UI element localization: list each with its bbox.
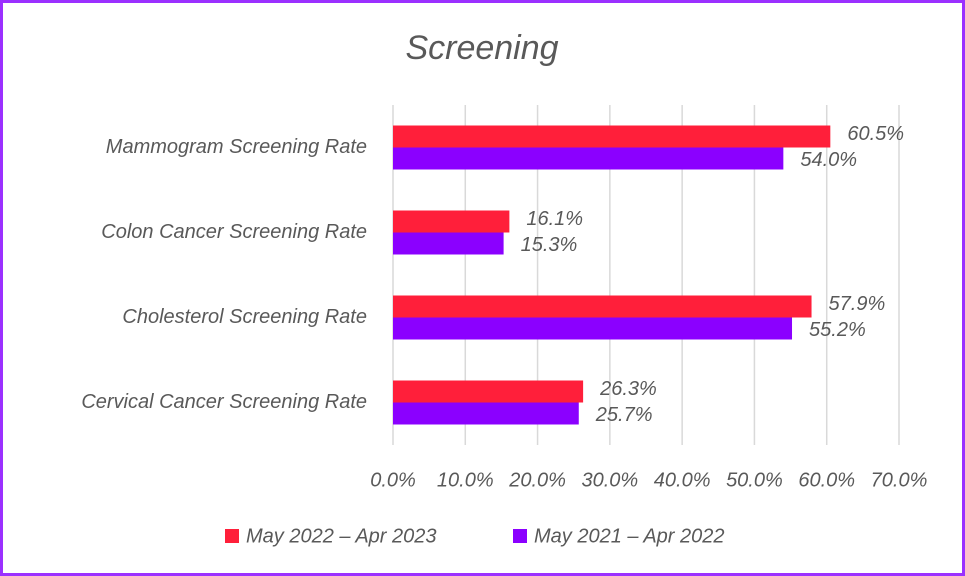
value-label: 57.9% [829,293,886,315]
value-label: 25.7% [595,404,653,426]
value-label: 54.0% [800,149,857,171]
bar [393,147,784,170]
bar [393,295,812,318]
x-tick-label: 40.0% [654,469,711,491]
bar [393,317,793,340]
x-tick-label: 60.0% [798,469,855,491]
x-tick-label: 70.0% [871,469,928,491]
bar [393,232,504,255]
value-label: 15.3% [521,234,578,256]
legend-label: May 2022 – Apr 2023 [246,525,437,547]
value-label: 26.3% [599,378,657,400]
legend-label: May 2021 – Apr 2022 [534,525,725,547]
bar [393,210,510,233]
y-tick-label: Mammogram Screening Rate [106,136,367,158]
chart-title: Screening [405,29,558,67]
x-tick-label: 10.0% [437,469,494,491]
bar [393,380,584,403]
legend-swatch [225,529,239,543]
bar [393,402,579,425]
x-tick-label: 0.0% [370,469,416,491]
value-label: 16.1% [526,208,583,230]
value-label: 55.2% [809,319,866,341]
x-tick-label: 50.0% [726,469,783,491]
x-tick-label: 20.0% [508,469,566,491]
x-tick-label: 30.0% [581,469,638,491]
value-label: 60.5% [847,123,904,145]
y-tick-label: Cervical Cancer Screening Rate [81,391,367,413]
bar [393,125,831,148]
legend-swatch [513,529,527,543]
y-tick-label: Cholesterol Screening Rate [122,306,367,328]
y-tick-label: Colon Cancer Screening Rate [101,221,367,243]
